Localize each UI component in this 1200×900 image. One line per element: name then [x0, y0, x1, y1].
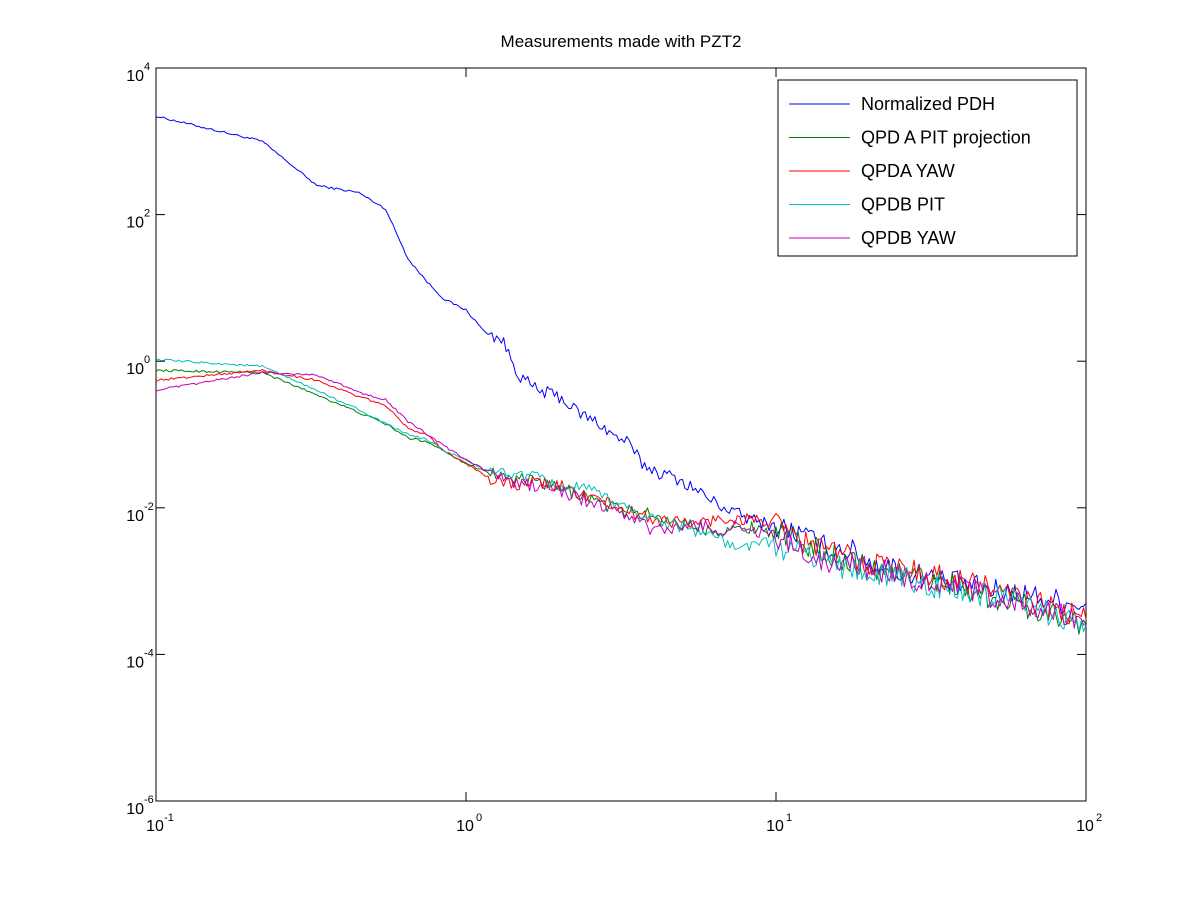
- legend-box: [777, 79, 1078, 257]
- y-tick-exponent: -4: [144, 647, 154, 659]
- series-line: [155, 116, 1087, 615]
- y-tick-exponent: 0: [144, 354, 150, 366]
- x-tick-label: 10: [456, 818, 474, 835]
- series-line: [155, 371, 1087, 629]
- y-tick-label: 10: [126, 361, 144, 378]
- series-line: [155, 369, 1087, 625]
- y-tick-label: 10: [126, 215, 144, 232]
- chart-title: Measurements made with PZT2: [501, 32, 742, 51]
- series-layer: [155, 116, 1087, 635]
- y-tick-exponent: 4: [144, 61, 150, 73]
- legend-label: QPDB YAW: [861, 228, 956, 248]
- x-tick-label: 10: [766, 818, 784, 835]
- y-tick-exponent: -6: [144, 794, 154, 806]
- x-tick-exponent: 1: [786, 812, 792, 824]
- legend-label: Normalized PDH: [861, 94, 995, 114]
- y-tick-exponent: -2: [144, 501, 154, 513]
- legend-label: QPDA YAW: [861, 161, 955, 181]
- x-tick-exponent: 0: [476, 812, 482, 824]
- x-tick-label: 10: [1076, 818, 1094, 835]
- legend-items: Normalized PDH QPD A PIT projection QPDA Y…: [789, 94, 1031, 248]
- y-tick-label: 10: [126, 654, 144, 671]
- y-tick-label: 10: [126, 68, 144, 85]
- legend-label: QPD A PIT projection: [861, 128, 1031, 148]
- legend-label: QPDB PIT: [861, 195, 945, 215]
- x-tick-label: 10: [146, 818, 164, 835]
- legend: Normalized PDH QPD A PIT projection QPDA Y…: [777, 79, 1078, 257]
- series-line: [155, 358, 1087, 633]
- y-tick-label: 10: [126, 801, 144, 818]
- y-tick-exponent: 2: [144, 208, 150, 220]
- y-tick-label: 10: [126, 508, 144, 525]
- x-tick-exponent: 2: [1096, 812, 1102, 824]
- x-tick-exponent: -1: [164, 812, 174, 824]
